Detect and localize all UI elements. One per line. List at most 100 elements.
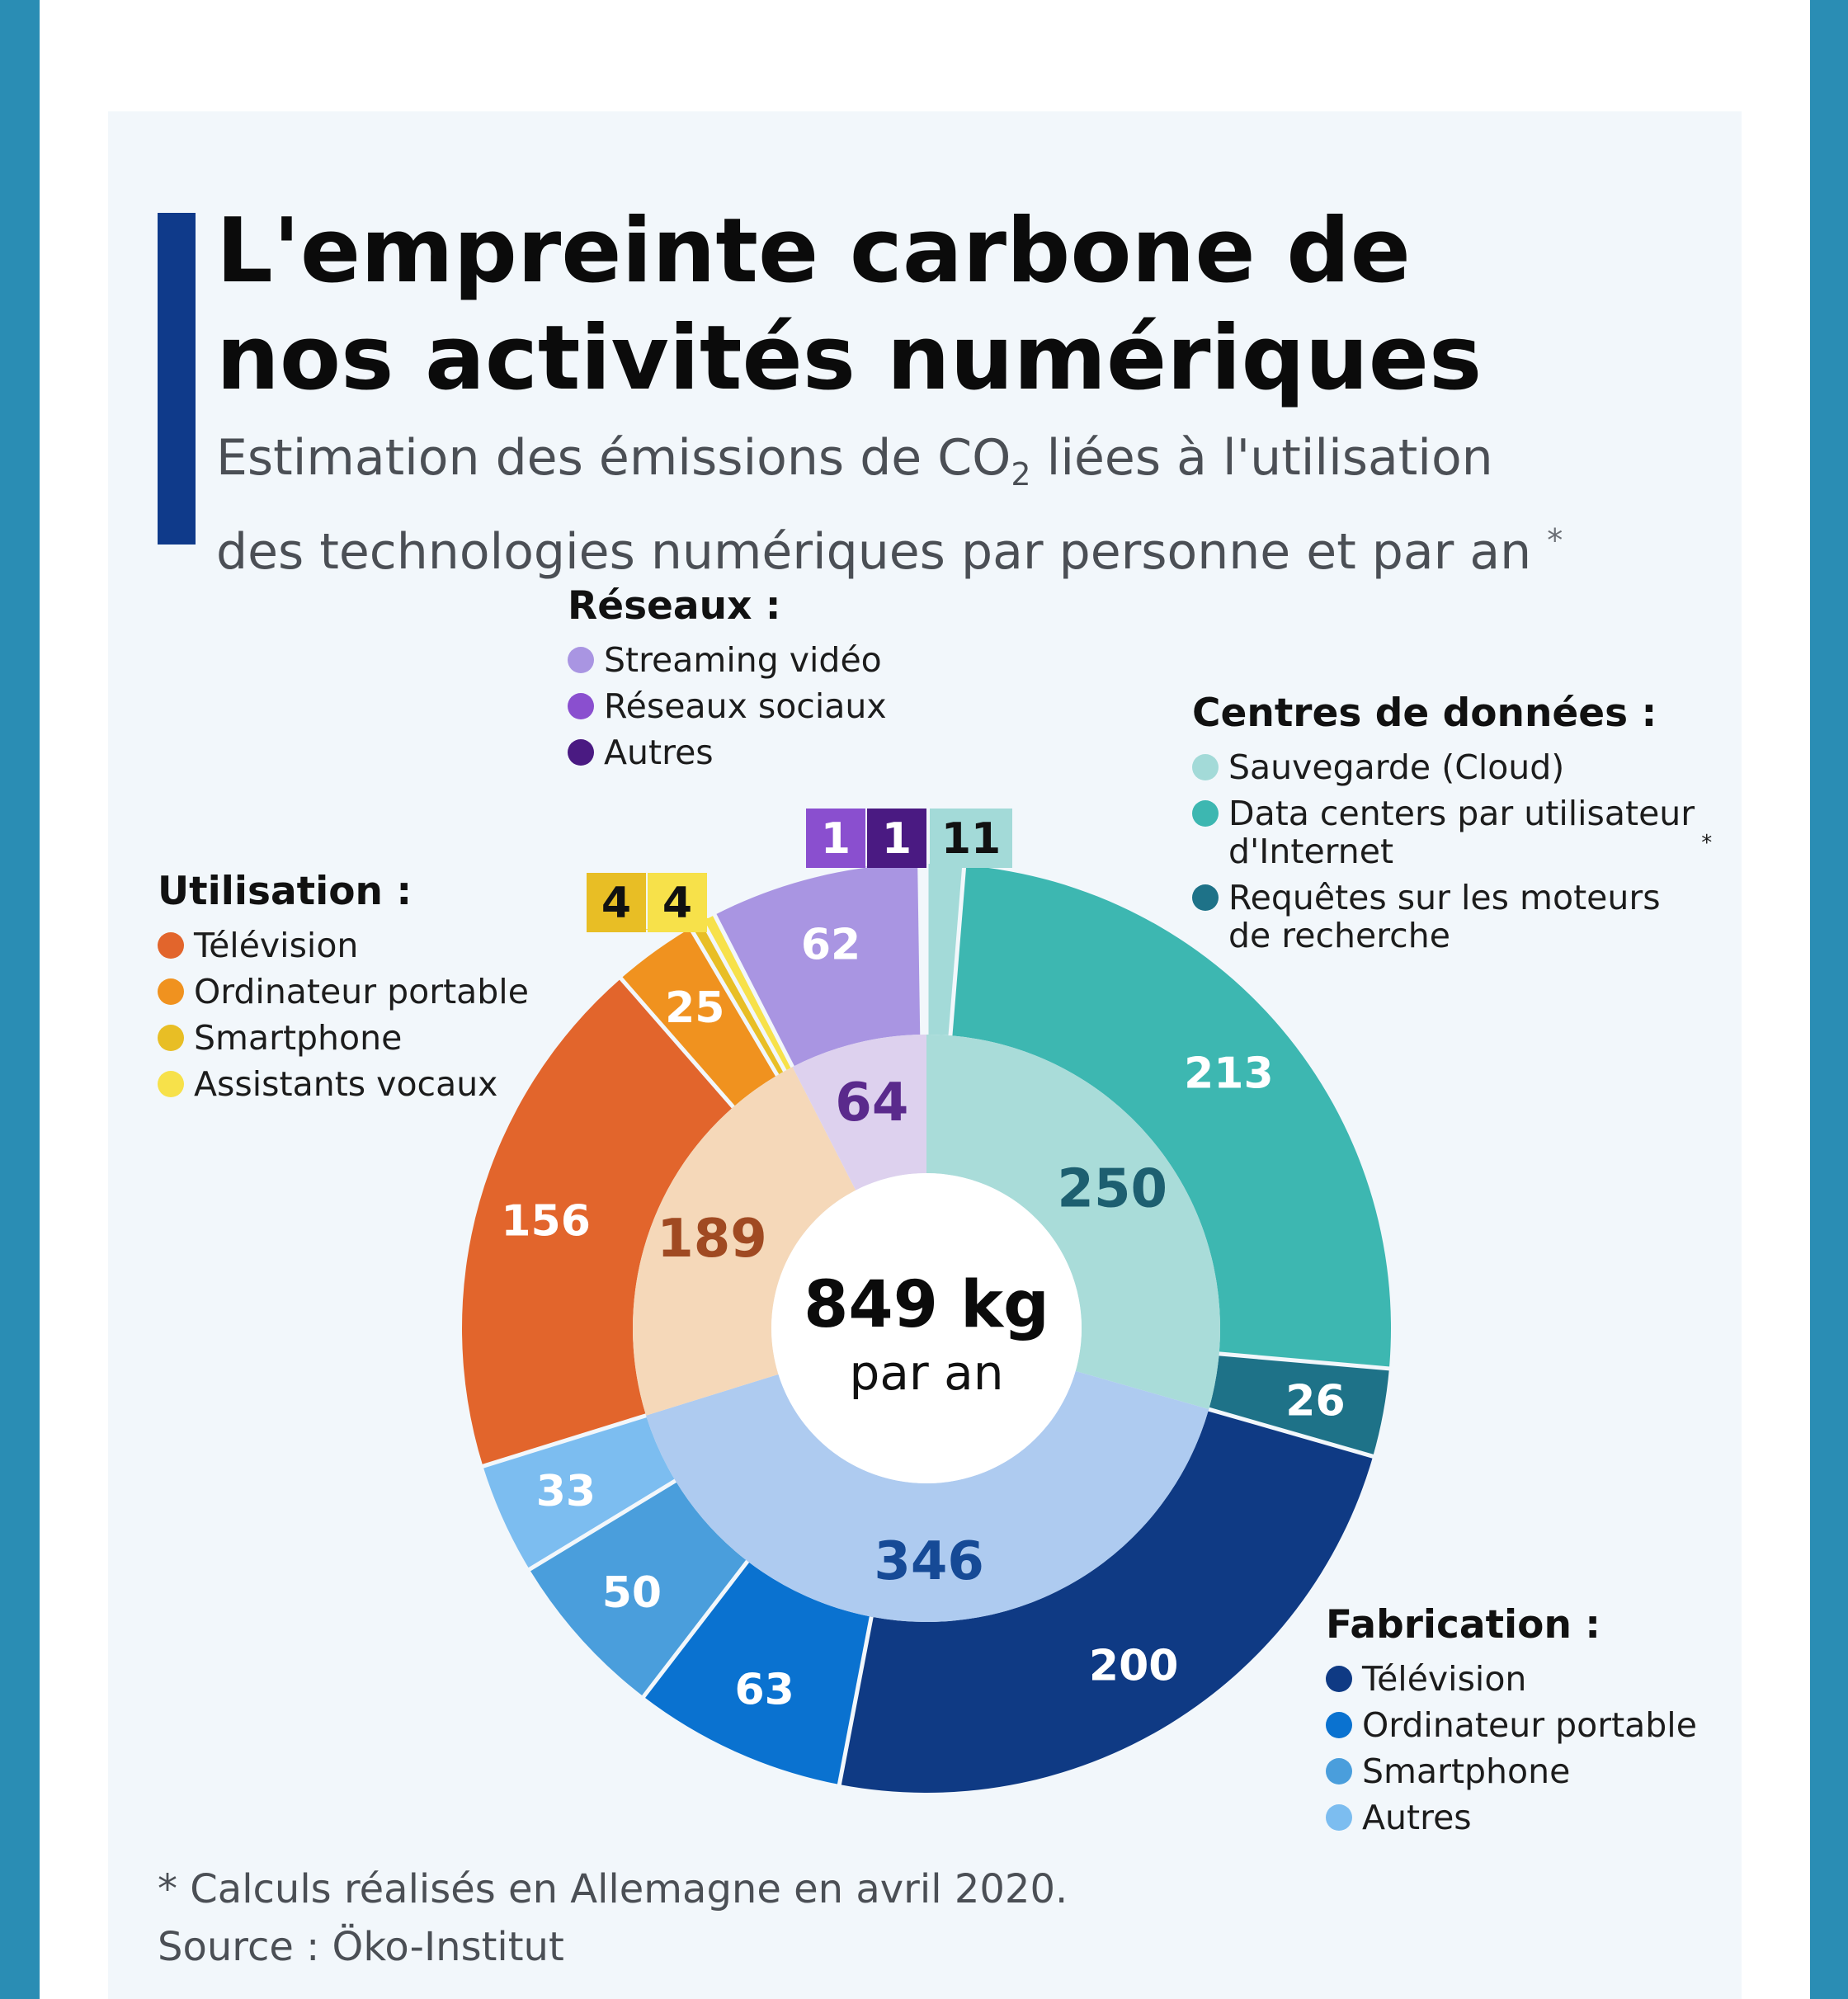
legend-marker-utilisation-assistants-vocaux	[158, 1071, 184, 1097]
value-box-utilisation-assistants-vocaux	[648, 873, 707, 932]
chart-subtitle: Estimation des émissions de CO2 liées à …	[216, 425, 1742, 585]
legend-label-utilisation-television: Télévision	[193, 926, 358, 965]
outer-value-label-fabrication-ordinateur-portable: 63	[734, 1665, 794, 1714]
footnote: * Calculs réalisés en Allemagne en avril…	[158, 1866, 1068, 1912]
total-value: 849 kg	[804, 1268, 1049, 1342]
inner-ring	[632, 1035, 1220, 1623]
slice-separator	[948, 863, 967, 1036]
slice-separator	[1208, 1407, 1375, 1459]
outer-value-label-centres-de-donnees-data-centers-par-utilisateur-d-internet: 213	[1184, 1049, 1274, 1099]
outer-slice-utilisation-television	[462, 978, 733, 1467]
legend-label-fabrication-autres: Autres	[1362, 1798, 1472, 1837]
slice-separator	[700, 918, 787, 1073]
legend-marker-centres-de-donnees-sauvegarde-cloud	[1192, 754, 1219, 780]
slice-separator	[712, 912, 794, 1068]
legend-marker-fabrication-autres	[1326, 1804, 1352, 1831]
slice-separator	[837, 1616, 874, 1787]
outer-slice-fabrication-autres	[483, 1415, 676, 1570]
legend-label-utilisation-ordinateur-portable: Ordinateur portable	[194, 972, 529, 1011]
source-note: Source : Öko-Institut	[158, 1924, 564, 1970]
outer-slice-utilisation-ordinateur-portable	[620, 928, 778, 1107]
subtitle-asterisk: *	[1547, 522, 1563, 559]
inner-value-label-fabrication: 346	[874, 1531, 984, 1592]
subtitle-subscript: 2	[1011, 456, 1031, 493]
legend-label-centres-de-donnees-sauvegarde-cloud: Sauvegarde (Cloud)	[1228, 747, 1564, 787]
total-unit: par an	[850, 1345, 1004, 1401]
legend-marker-fabrication-smartphone	[1326, 1758, 1352, 1784]
slice-separator	[1219, 1351, 1392, 1371]
legend-label-centres-de-donnees-data-centers-par-utilisateur-d-internet: Data centers par utilisateur d'Internet	[1228, 794, 1695, 871]
outer-slice-centres-de-donnees-sauvegarde-cloud	[926, 864, 964, 1036]
inner-slice-reseaux	[792, 1035, 926, 1190]
slice-separator	[640, 1559, 750, 1700]
value-box-label-utilisation-smartphone: 4	[601, 879, 631, 928]
legend-title-utilisation: Utilisation :	[158, 869, 412, 914]
outer-value-label-fabrication-autres: 33	[536, 1467, 596, 1516]
legend-marker-fabrication-television	[1326, 1666, 1352, 1692]
title-accent-bar	[158, 213, 196, 545]
slice-separator	[618, 975, 735, 1109]
outer-value-label-fabrication-smartphone: 50	[602, 1568, 662, 1618]
small-value-boxes: 11 4 4 1 1	[587, 809, 1012, 932]
subtitle-line-1: Estimation des émissions de CO2 liées à …	[216, 425, 1742, 507]
legend-utilisation: Utilisation : Télévision Ordinateur portab…	[158, 869, 529, 1104]
legend-title-reseaux: Réseaux :	[568, 583, 781, 629]
legend-marker-reseaux-autres	[568, 739, 594, 766]
legend-label-centres-de-donnees-requetes-sur-les-moteurs-de-recherche: Requêtes sur les moteurs de recherche	[1228, 878, 1661, 955]
legend-label-fabrication-smartphone: Smartphone	[1362, 1751, 1570, 1791]
inner-value-labels: 250 346 189 64	[657, 1073, 1167, 1592]
donut-hole	[771, 1173, 1082, 1483]
outer-slice-fabrication-television	[839, 1409, 1374, 1794]
outer-value-label-reseaux-streaming-video: 62	[801, 921, 860, 970]
outer-ring	[462, 861, 1392, 1794]
inner-slice-fabrication	[646, 1370, 1209, 1623]
legend-marker-centres-de-donnees-data-centers-par-utilisateur-d-internet	[1192, 800, 1219, 827]
outer-slice-utilisation-assistants-vocaux	[702, 914, 793, 1072]
legend-reseaux: Réseaux : Streaming vidéo Réseaux sociaux A…	[568, 583, 887, 772]
value-box-label-reseaux-reseaux-sociaux: 1	[821, 814, 851, 864]
legend-marker-utilisation-ordinateur-portable	[158, 978, 184, 1005]
value-box-label-centres-de-donnees-sauvegarde-cloud: 11	[941, 814, 1001, 864]
chart-title: L'empreinte carbone de nos activités num…	[216, 198, 1742, 413]
chart-title-line-1: L'empreinte carbone de	[216, 200, 1411, 303]
legends: Centres de données : Sauvegarde (Cloud) Da…	[158, 583, 1712, 1837]
legend-footnote-mark: *	[1701, 831, 1712, 856]
legend-marker-fabrication-ordinateur-portable	[1326, 1712, 1352, 1738]
chart-title-line-2: nos activités numériques	[216, 307, 1483, 410]
legend-marker-utilisation-smartphone	[158, 1025, 184, 1051]
legend-title-centres-de-donnees: Centres de données :	[1192, 691, 1657, 736]
legend-label-reseaux-streaming-video: Streaming vidéo	[604, 640, 882, 680]
legend-label-utilisation-assistants-vocaux: Assistants vocaux	[194, 1064, 497, 1104]
outer-slice-fabrication-smartphone	[529, 1480, 748, 1697]
legend-label-reseaux-reseaux-sociaux: Réseaux sociaux	[604, 686, 887, 726]
subtitle-text-a: Estimation des émissions de CO	[216, 429, 1011, 487]
legend-marker-reseaux-streaming-video	[568, 647, 594, 673]
value-box-centres-de-donnees-sauvegarde-cloud	[930, 809, 1012, 868]
value-box-reseaux-autres	[867, 809, 926, 868]
outer-value-label-utilisation-television: 156	[501, 1196, 591, 1246]
legend-label-fabrication-television: Télévision	[1361, 1659, 1526, 1699]
value-box-utilisation-smartphone	[587, 873, 646, 932]
outer-value-label-fabrication-television: 200	[1089, 1641, 1179, 1690]
outer-slice-utilisation-smartphone	[691, 921, 785, 1076]
outer-slice-centres-de-donnees-requetes-sur-les-moteurs-de-recherche	[1209, 1353, 1389, 1457]
legend-label-fabrication-ordinateur-portable: Ordinateur portable	[1362, 1705, 1697, 1745]
slice-separator	[480, 1413, 647, 1469]
value-box-label-reseaux-autres: 1	[882, 814, 912, 864]
value-box-reseaux-reseaux-sociaux	[806, 809, 865, 868]
legend-title-fabrication: Fabrication :	[1326, 1602, 1600, 1648]
legend-marker-reseaux-reseaux-sociaux	[568, 693, 594, 719]
inner-value-label-reseaux: 64	[835, 1073, 908, 1134]
legend-label-utilisation-smartphone: Smartphone	[194, 1018, 402, 1058]
outer-slice-centres-de-donnees-data-centers-par-utilisateur-d-internet	[950, 865, 1391, 1369]
legend-fabrication: Fabrication : Télévision Ordinateur portab…	[1326, 1602, 1697, 1837]
inner-slice-utilisation	[632, 1067, 856, 1416]
legend-label-reseaux-autres: Autres	[604, 733, 714, 772]
inner-value-label-centres-de-donnees: 250	[1057, 1158, 1167, 1219]
legend-marker-utilisation-television	[158, 932, 184, 959]
slice-separator	[917, 862, 925, 1035]
slice-separator	[687, 926, 780, 1077]
legend-centres-de-donnees: Centres de données : Sauvegarde (Cloud) Da…	[1192, 691, 1712, 955]
outer-value-label-utilisation-ordinateur-portable: 25	[665, 983, 724, 1033]
